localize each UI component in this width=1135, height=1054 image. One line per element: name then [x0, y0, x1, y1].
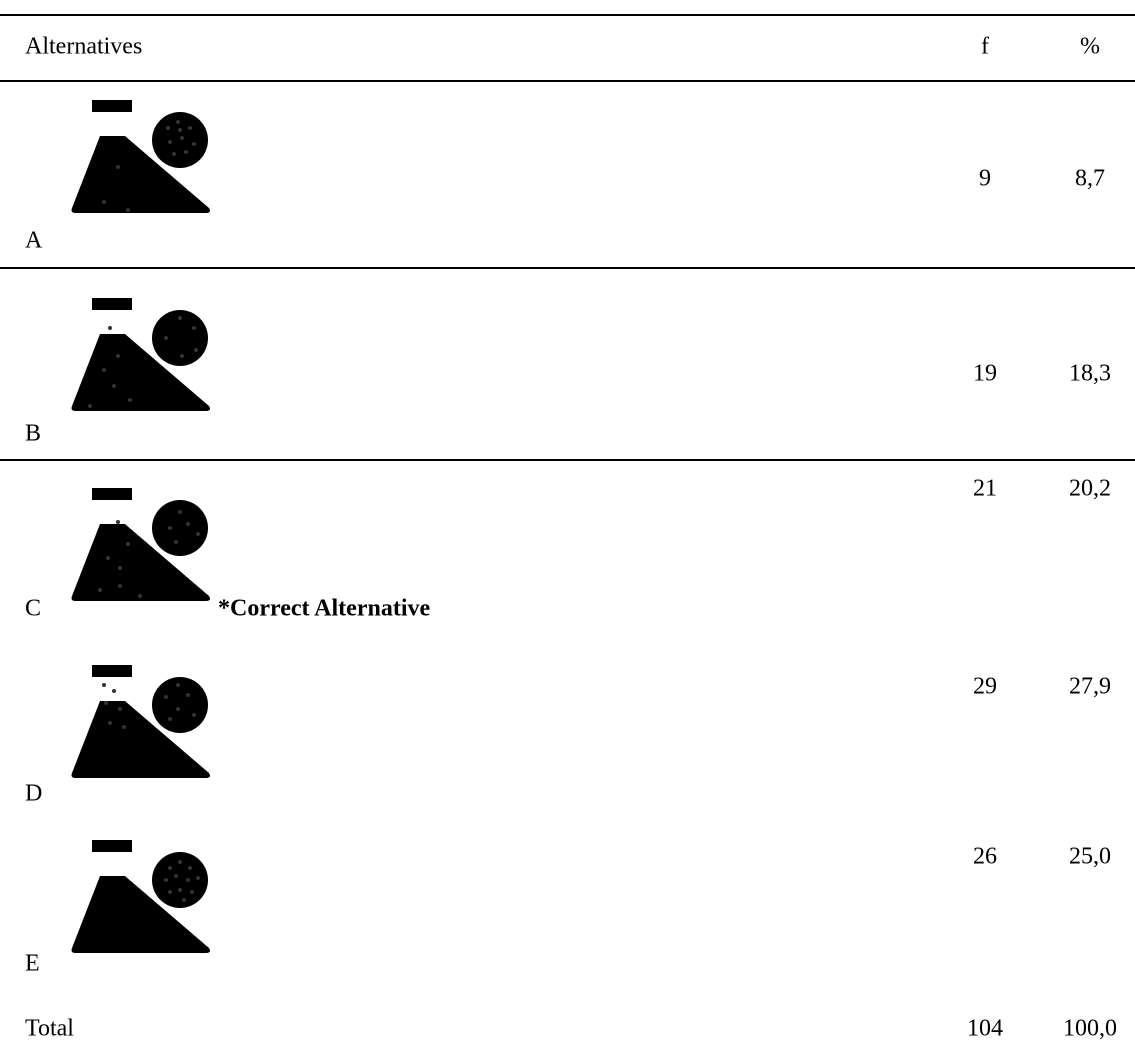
flask-e	[71, 840, 210, 953]
flask-b	[71, 298, 210, 411]
flask-a	[71, 100, 210, 213]
flask-d	[71, 665, 210, 778]
percentage: 18,3	[1069, 361, 1111, 387]
alternative-label: A	[25, 228, 43, 254]
frequency: 9	[979, 166, 991, 192]
header-label: Alternatives	[25, 34, 142, 60]
total-percentage: 100,0	[1063, 1016, 1117, 1042]
frequency: 19	[973, 361, 997, 387]
alternative-label: C	[25, 596, 41, 622]
frequency: 26	[973, 844, 997, 870]
alternative-label: B	[25, 421, 41, 447]
alternative-label: D	[25, 781, 42, 807]
percentage: 8,7	[1075, 166, 1105, 192]
header-label: f	[981, 34, 989, 60]
alternative-label: E	[25, 951, 40, 977]
correct-note: *Correct Alternative	[218, 596, 430, 622]
percentage: 25,0	[1069, 844, 1111, 870]
total-frequency: 104	[967, 1016, 1003, 1042]
flask-c	[71, 488, 210, 601]
percentage: 27,9	[1069, 674, 1111, 700]
percentage: 20,2	[1069, 476, 1111, 502]
frequency: 29	[973, 674, 997, 700]
header-label: %	[1080, 34, 1100, 60]
total-label: Total	[25, 1016, 74, 1042]
frequency: 21	[973, 476, 997, 502]
